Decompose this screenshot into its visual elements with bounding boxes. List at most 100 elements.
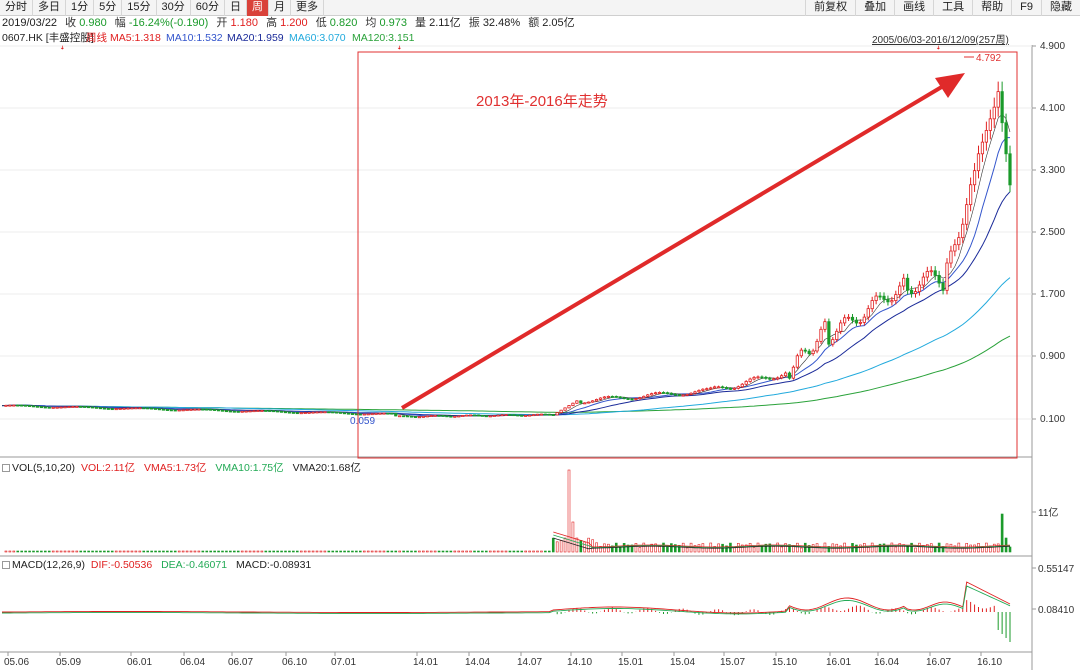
volume-bar bbox=[236, 550, 240, 553]
volume-bar bbox=[359, 550, 362, 553]
volume-bar bbox=[481, 550, 484, 553]
volume-bar bbox=[807, 545, 811, 553]
candle-body bbox=[16, 404, 20, 407]
ma5-line bbox=[1, 113, 1011, 417]
volume-bar bbox=[425, 550, 429, 553]
left-button-6[interactable]: 60分 bbox=[191, 0, 225, 16]
candle-body bbox=[79, 406, 83, 408]
volume-bar bbox=[44, 550, 47, 553]
volume-bar bbox=[422, 550, 425, 553]
candle-body bbox=[27, 405, 32, 407]
volume-bar bbox=[75, 550, 79, 553]
candle-body bbox=[122, 407, 126, 410]
volume-bar bbox=[339, 550, 342, 553]
candle-body bbox=[992, 106, 996, 120]
right-button-2[interactable]: 画线 bbox=[894, 0, 933, 16]
right-button-4[interactable]: 帮助 bbox=[972, 0, 1011, 16]
left-button-2[interactable]: 1分 bbox=[66, 0, 95, 16]
candle-body bbox=[370, 413, 374, 416]
volume-bar bbox=[429, 550, 433, 553]
volume-bar bbox=[674, 544, 677, 553]
left-button-9[interactable]: 月 bbox=[269, 0, 291, 16]
candle-body bbox=[701, 388, 705, 391]
right-button-5[interactable]: F9 bbox=[1011, 0, 1041, 16]
candle-body bbox=[303, 412, 307, 414]
left-button-4[interactable]: 15分 bbox=[122, 0, 157, 16]
right-button-6[interactable]: 隐藏 bbox=[1041, 0, 1080, 16]
candle-body bbox=[228, 410, 232, 413]
volume-bar bbox=[973, 544, 976, 553]
candle-body bbox=[524, 415, 528, 417]
candle-body bbox=[268, 410, 272, 412]
volume-bar bbox=[567, 469, 571, 553]
candle-body bbox=[571, 402, 575, 406]
candle-body bbox=[949, 250, 953, 264]
volume-bar bbox=[571, 521, 575, 553]
quote-info-bar: 2019/03/22 收 0.980 幅 -16.24%(-0.190) 开 1… bbox=[0, 16, 1080, 31]
vol-legend: VOL(5,10,20) VOL:2.11亿 VMA5:1.73亿 VMA10:… bbox=[2, 460, 361, 475]
volume-bar bbox=[618, 547, 622, 553]
volume-bar bbox=[91, 550, 94, 553]
volume-bar bbox=[910, 542, 913, 553]
candle-body bbox=[354, 413, 358, 416]
volume-bar bbox=[335, 550, 338, 553]
volume-bar bbox=[154, 550, 157, 553]
candle-body bbox=[319, 411, 323, 414]
open-value: 1.180 bbox=[230, 17, 258, 29]
volume-bar bbox=[343, 550, 346, 553]
candle-body bbox=[961, 223, 965, 239]
candle-body bbox=[587, 401, 591, 404]
trend-annotation: 2013年-2016年走势 bbox=[476, 93, 608, 110]
left-button-8[interactable]: 周 bbox=[247, 0, 269, 16]
volume-bar bbox=[95, 550, 98, 553]
range-label[interactable]: 2005/06/03-2016/12/09(257周) bbox=[872, 35, 1009, 46]
price-tick-label: 1.700 bbox=[1040, 289, 1065, 300]
volume-bar bbox=[902, 544, 905, 553]
candle-body bbox=[866, 308, 870, 318]
left-button-1[interactable]: 多日 bbox=[33, 0, 66, 16]
date-tick-label: 16.04 bbox=[874, 657, 899, 668]
volume-bar bbox=[485, 550, 488, 553]
candle-body bbox=[614, 396, 618, 398]
candle-body bbox=[118, 408, 122, 410]
candle-body bbox=[417, 416, 421, 419]
macd-toggle-icon[interactable] bbox=[2, 561, 10, 569]
candle-body bbox=[929, 270, 933, 273]
volume-bar bbox=[319, 550, 323, 553]
candle-body bbox=[504, 414, 508, 416]
left-button-10[interactable]: 更多 bbox=[291, 0, 324, 16]
period-marker-3: ꜜ bbox=[936, 45, 941, 56]
candle-body bbox=[665, 392, 670, 395]
candle-body bbox=[886, 298, 890, 303]
volume-bar bbox=[307, 550, 311, 553]
right-button-3[interactable]: 工具 bbox=[933, 0, 972, 16]
candle-body bbox=[346, 412, 351, 415]
left-button-0[interactable]: 分时 bbox=[0, 0, 33, 16]
candle-body bbox=[630, 398, 634, 401]
right-button-1[interactable]: 叠加 bbox=[855, 0, 894, 16]
volume-bar bbox=[378, 550, 382, 553]
volume-bars bbox=[4, 469, 1012, 553]
volume-bar bbox=[87, 550, 90, 553]
candle-body bbox=[205, 408, 209, 411]
price-tick-label: 4.100 bbox=[1040, 103, 1065, 114]
volume-bar bbox=[83, 550, 86, 553]
vol-toggle-icon[interactable] bbox=[2, 464, 10, 472]
candle-body bbox=[378, 412, 382, 415]
ma-legend: 0607.HK [丰盛控股] 周线 MA5:1.318 MA10:1.532 M… bbox=[0, 31, 1080, 45]
volume-bar bbox=[882, 543, 886, 553]
candle-body bbox=[835, 330, 839, 340]
avg-label: 均 bbox=[365, 17, 377, 29]
candle-body bbox=[201, 408, 205, 411]
left-button-5[interactable]: 30分 bbox=[157, 0, 191, 16]
left-button-3[interactable]: 5分 bbox=[94, 0, 123, 16]
high-value: 1.200 bbox=[280, 17, 308, 29]
left-button-7[interactable]: 日 bbox=[225, 0, 247, 16]
candle-body bbox=[693, 391, 697, 394]
volume-bar bbox=[28, 550, 31, 553]
volume-bar bbox=[240, 550, 244, 553]
right-button-0[interactable]: 前复权 bbox=[805, 0, 855, 16]
volume-bar bbox=[311, 550, 315, 553]
candle-body bbox=[110, 408, 114, 411]
